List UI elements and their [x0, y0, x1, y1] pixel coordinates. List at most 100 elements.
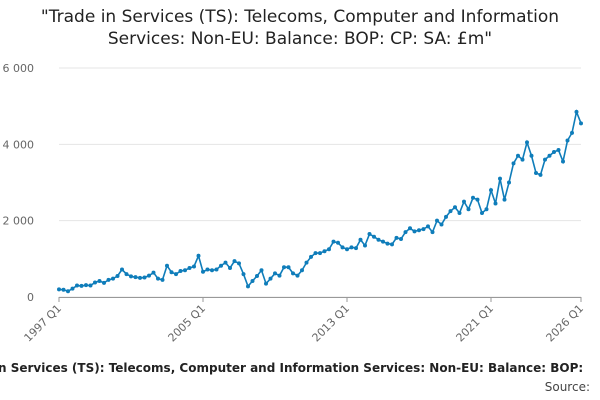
y-tick-label: 2 000: [3, 215, 35, 228]
data-point: [498, 176, 502, 181]
data-point: [484, 207, 489, 212]
data-point: [529, 153, 534, 158]
data-point: [435, 218, 439, 223]
data-point: [120, 267, 124, 272]
data-point: [345, 247, 349, 252]
data-point: [246, 284, 250, 289]
data-point: [354, 246, 358, 251]
data-point: [408, 226, 412, 231]
data-point: [250, 278, 255, 283]
data-point: [84, 283, 88, 288]
x-tick-label: 1997 Q1: [22, 302, 65, 345]
data-point: [462, 199, 466, 204]
data-point: [268, 276, 273, 281]
data-point: [381, 239, 385, 244]
data-point: [129, 274, 133, 279]
data-point: [156, 276, 160, 281]
data-point: [111, 276, 115, 281]
data-point: [147, 273, 151, 278]
data-point: [556, 148, 561, 153]
data-point: [480, 211, 484, 216]
data-point: [331, 239, 336, 244]
data-point: [327, 247, 331, 252]
data-point: [241, 272, 246, 277]
data-point: [228, 265, 232, 270]
data-point: [457, 211, 462, 216]
data-point: [93, 280, 97, 285]
data-point: [174, 272, 178, 277]
data-point: [219, 263, 223, 268]
data-point: [70, 286, 75, 291]
data-point: [367, 232, 372, 237]
y-tick-label: 6 000: [3, 62, 35, 75]
chart-title: "Trade in Services (TS): Telecoms, Compu…: [40, 7, 560, 49]
data-point: [309, 254, 313, 259]
data-point: [133, 275, 138, 280]
data-point: [430, 230, 435, 235]
data-point: [264, 281, 268, 286]
data-point: [543, 157, 547, 162]
data-point: [403, 230, 408, 235]
data-point: [223, 260, 228, 265]
data-point: [322, 249, 327, 254]
data-point: [300, 268, 304, 273]
data-point: [61, 287, 66, 292]
data-point: [277, 273, 282, 278]
data-point: [489, 188, 493, 193]
data-point: [196, 253, 201, 258]
data-point: [214, 267, 219, 272]
data-point: [516, 153, 520, 158]
data-point: [520, 157, 525, 162]
data-point: [237, 261, 241, 266]
data-point: [349, 245, 354, 250]
data-point: [574, 109, 579, 114]
x-tick-label: 2013 Q1: [310, 302, 353, 345]
data-point: [255, 274, 259, 279]
x-tick-label: 2005 Q1: [166, 302, 209, 345]
data-point: [304, 260, 309, 265]
data-point: [385, 241, 390, 246]
data-point: [291, 271, 295, 276]
data-point: [169, 270, 174, 275]
data-point: [192, 264, 196, 269]
data-point: [372, 234, 376, 239]
data-point: [88, 283, 93, 288]
data-point: [295, 273, 300, 278]
y-tick-label: 0: [27, 291, 34, 304]
data-point: [178, 269, 183, 274]
x-tick-label: 2026 Q1: [544, 302, 587, 345]
data-point: [165, 263, 169, 268]
data-point: [232, 259, 237, 264]
data-point: [471, 195, 475, 200]
data-point: [439, 222, 444, 227]
data-point: [417, 228, 421, 233]
data-point: [142, 275, 147, 280]
data-point: [102, 280, 106, 285]
data-point: [201, 269, 205, 274]
data-point: [475, 197, 480, 202]
data-point: [124, 272, 129, 277]
source: Source:: [545, 380, 590, 394]
data-point: [340, 245, 345, 250]
data-point: [421, 227, 426, 232]
data-point: [390, 242, 394, 247]
data-point: [525, 140, 529, 145]
data-point: [160, 277, 165, 282]
data-point: [313, 251, 318, 256]
data-point: [493, 201, 498, 206]
data-point: [561, 159, 565, 164]
data-point: [426, 224, 430, 229]
data-point: [376, 237, 381, 242]
data-point: [534, 170, 538, 175]
data-point: [444, 214, 448, 219]
data-point: [412, 229, 417, 234]
data-point: [259, 268, 264, 273]
data-point: [502, 197, 507, 202]
data-point: [187, 265, 192, 270]
data-point: [183, 268, 187, 273]
data-point: [394, 235, 399, 240]
footer-title: n Services (TS): Telecoms, Computer and …: [0, 361, 583, 375]
data-point: [210, 268, 214, 273]
data-point: [358, 237, 363, 242]
